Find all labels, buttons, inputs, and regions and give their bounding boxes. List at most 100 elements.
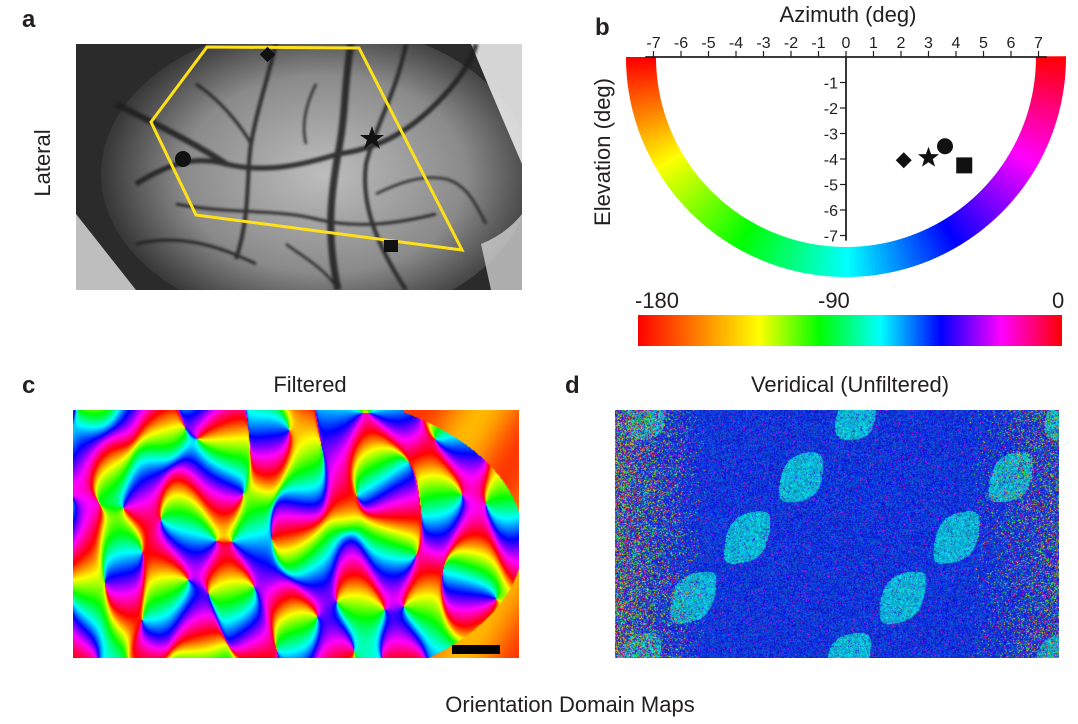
ring-segment xyxy=(626,73,658,81)
ring-segment xyxy=(710,206,733,234)
ring-segment xyxy=(984,183,1011,208)
x-tick-label: -3 xyxy=(756,35,770,52)
ring-segment xyxy=(920,230,937,260)
ring-segment xyxy=(1034,72,1066,80)
ring-segment xyxy=(957,208,980,235)
ring-segment xyxy=(729,218,749,246)
ring-segment xyxy=(1033,86,1064,96)
star-point xyxy=(918,146,939,167)
x-tick-label: -2 xyxy=(784,35,798,52)
ring-segment xyxy=(995,170,1023,193)
ring-segment xyxy=(926,227,944,257)
y-tick-label: -3 xyxy=(824,127,838,144)
ring-segment xyxy=(701,200,725,227)
lateral-label: Lateral xyxy=(30,129,55,197)
ring-segment xyxy=(675,176,701,200)
y-tick-label: -7 xyxy=(824,229,838,246)
panel-c-title: Filtered xyxy=(273,372,347,397)
ring-segment xyxy=(781,238,795,269)
ring-segment xyxy=(760,231,776,262)
ring-segment xyxy=(1031,95,1062,107)
ring-segment xyxy=(739,223,758,252)
x-tick-label: -7 xyxy=(646,35,660,52)
ring-segment xyxy=(1034,76,1065,84)
ring-segment xyxy=(789,240,801,271)
ring-segment xyxy=(1016,136,1046,154)
ring-segment xyxy=(1025,115,1056,129)
color-ring xyxy=(626,56,1066,277)
ring-segment xyxy=(923,228,940,258)
ring-segment xyxy=(642,128,672,144)
ring-segment xyxy=(1033,82,1064,92)
filtered-orientation-map xyxy=(73,410,519,658)
ring-segment xyxy=(631,99,662,111)
ring-segment xyxy=(838,246,844,277)
ring-segment xyxy=(736,221,755,250)
colorbar-label-mid: -90 xyxy=(818,288,850,313)
ring-segment xyxy=(946,215,967,244)
circle-point xyxy=(937,138,953,155)
ring-segment xyxy=(875,243,885,275)
ring-segment xyxy=(842,246,847,277)
x-tick-label: 4 xyxy=(952,35,961,52)
ring-segment xyxy=(770,235,785,266)
ring-segment xyxy=(1034,79,1065,88)
ring-segment xyxy=(1029,102,1060,114)
figure-caption: Orientation Domain Maps xyxy=(445,692,695,717)
y-tick-label: -1 xyxy=(824,76,838,93)
ring-segment xyxy=(1015,139,1045,157)
ring-segment xyxy=(901,237,915,268)
ring-segment xyxy=(685,186,710,211)
x-tick-label: 6 xyxy=(1007,35,1016,52)
ring-segment xyxy=(1020,127,1051,143)
x-tick-label: 2 xyxy=(897,35,906,52)
ring-segment xyxy=(865,245,874,276)
ring-segment xyxy=(704,202,727,229)
ring-segment xyxy=(1031,92,1063,103)
ring-segment xyxy=(657,154,686,175)
ring-segment xyxy=(991,176,1018,199)
ring-segment xyxy=(895,239,908,270)
ring-segment xyxy=(1022,124,1052,140)
x-tick-label: -5 xyxy=(701,35,715,52)
elevation-label: Elevation (deg) xyxy=(590,78,615,226)
ring-segment xyxy=(792,241,804,272)
ring-segment xyxy=(989,178,1016,202)
ring-segment xyxy=(872,244,882,275)
ring-segment xyxy=(862,245,870,277)
ring-segment xyxy=(1018,133,1048,150)
ring-segment xyxy=(975,193,1000,218)
ring-segment xyxy=(716,210,738,238)
x-tick-label: -1 xyxy=(811,35,825,52)
ring-segment xyxy=(732,219,752,248)
ring-segment xyxy=(632,102,663,115)
scale-bar xyxy=(452,645,500,654)
ring-segment xyxy=(648,140,678,158)
ring-segment xyxy=(807,244,817,275)
ring-segment xyxy=(1003,159,1031,181)
ring-segment xyxy=(1035,59,1066,65)
ring-segment xyxy=(1008,151,1037,171)
ring-segment xyxy=(796,242,808,273)
ring-segment xyxy=(954,210,976,238)
ring-segment xyxy=(746,226,764,256)
ring-segment xyxy=(965,202,989,228)
ring-segment xyxy=(968,199,991,226)
ring-segment xyxy=(855,246,863,277)
ring-segment xyxy=(646,137,676,155)
ring-segment xyxy=(726,216,746,244)
ring-segment xyxy=(690,191,715,216)
ring-segment xyxy=(679,181,706,205)
ring-segment xyxy=(756,230,773,260)
ring-segment xyxy=(626,70,657,77)
ring-segment xyxy=(1024,118,1055,133)
ring-segment xyxy=(1027,108,1058,122)
ring-segment xyxy=(749,227,767,257)
ring-segment xyxy=(653,149,682,168)
visual-field-chart: Azimuth (deg) Elevation (deg) -7 -6 -5 -4 -3… xyxy=(590,2,1066,277)
ring-segment xyxy=(859,246,866,277)
ring-segment xyxy=(878,243,889,274)
ring-segment xyxy=(980,188,1005,213)
panel-d-letter: d xyxy=(565,372,580,399)
x-tick-label: 1 xyxy=(869,35,878,52)
